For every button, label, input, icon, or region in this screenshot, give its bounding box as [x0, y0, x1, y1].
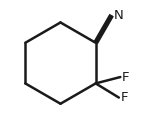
Text: F: F	[122, 70, 129, 84]
Text: N: N	[114, 9, 124, 22]
Text: F: F	[120, 91, 128, 104]
